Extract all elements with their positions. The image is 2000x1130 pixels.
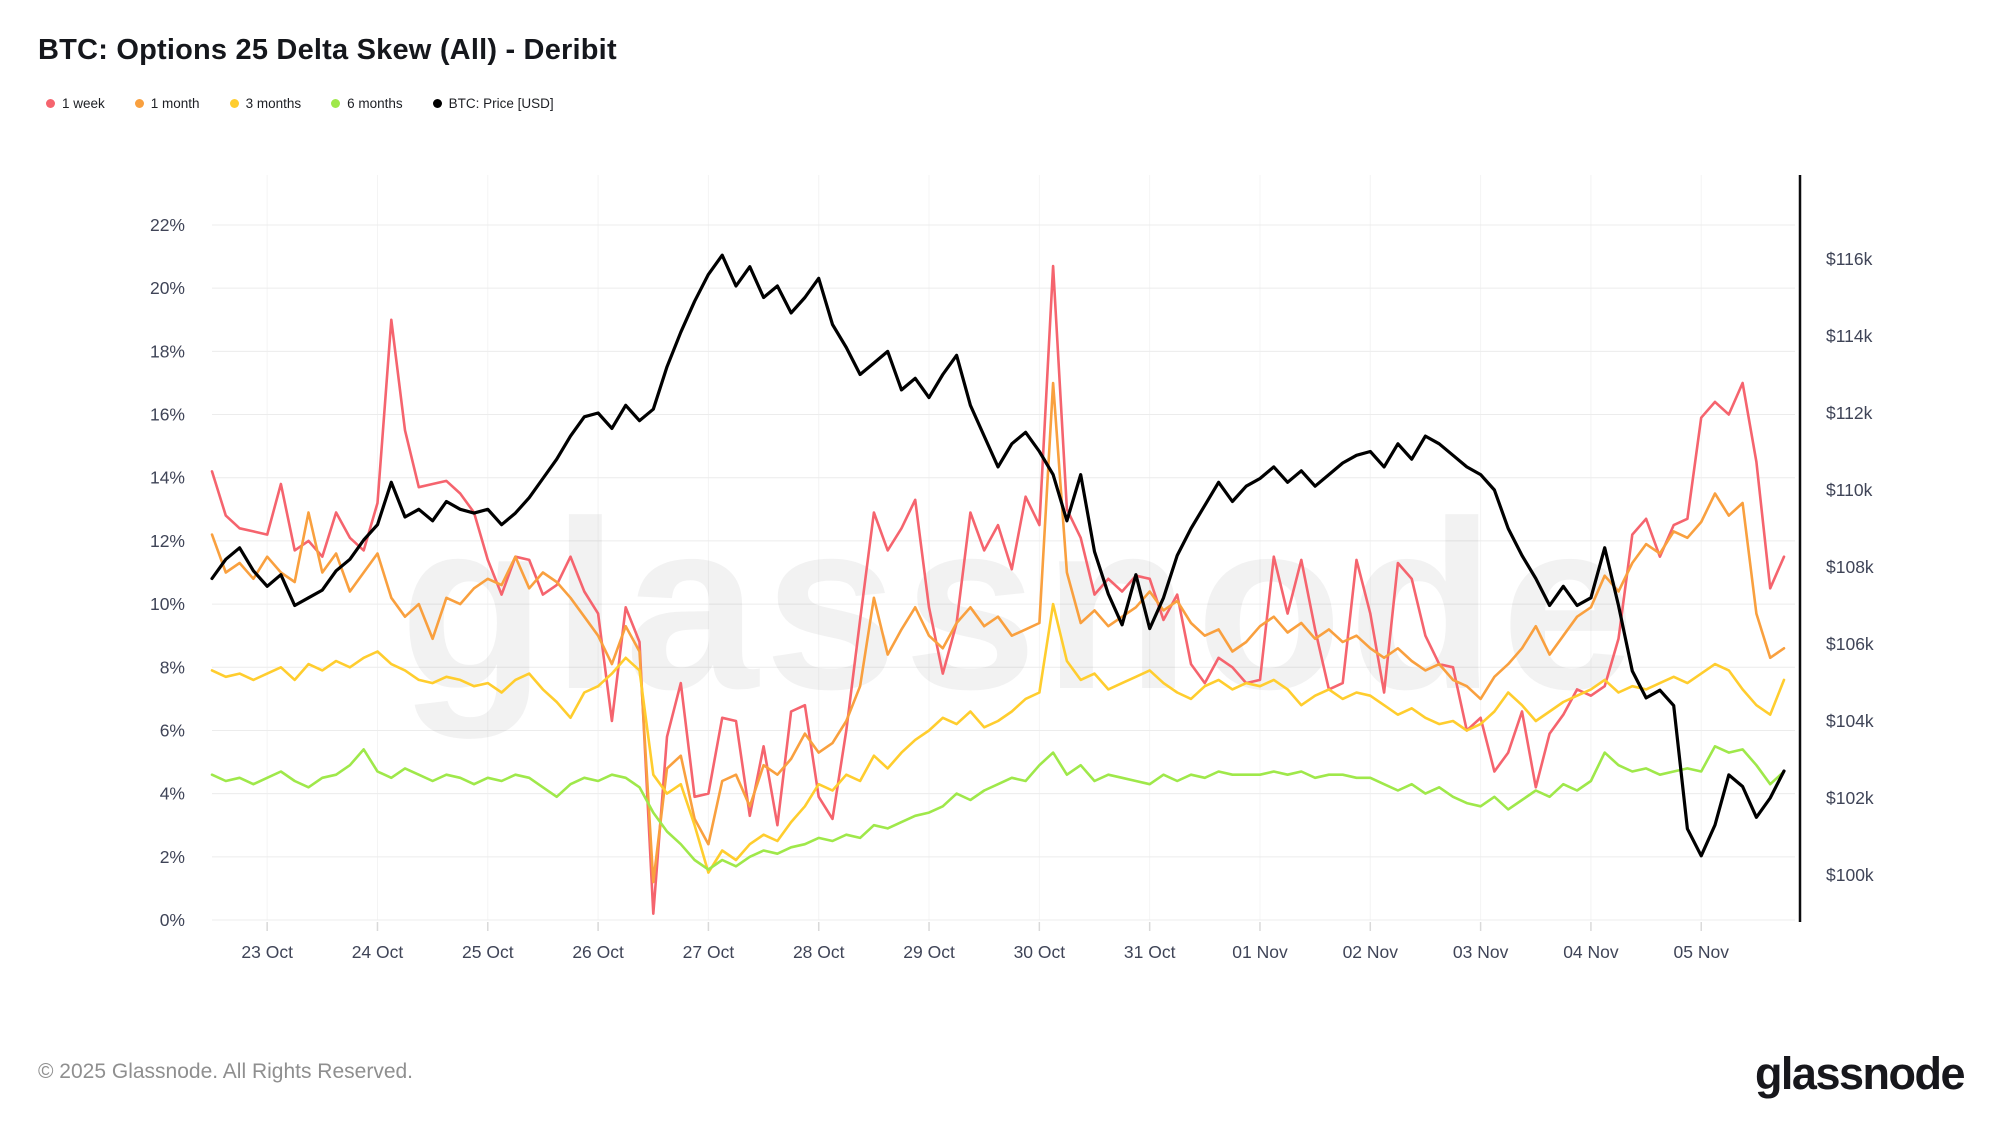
legend-label: 1 month [150, 96, 200, 111]
series-line-1-month [210, 381, 1786, 884]
legend-dot [46, 99, 55, 108]
legend-dot [432, 99, 442, 108]
x-tick-label: 26 Oct [572, 942, 624, 962]
copyright-text: © 2025 Glassnode. All Rights Reserved. [38, 1060, 414, 1083]
price-axis-label: $106k [1826, 634, 1874, 654]
skew-axis-label: 8% [160, 657, 185, 677]
x-tick-label: 25 Oct [462, 942, 514, 962]
skew-axis-label: 18% [150, 341, 185, 361]
legend-dot [134, 99, 144, 108]
skew-axis-label: 20% [150, 278, 185, 298]
x-tick-label: 24 Oct [352, 942, 404, 962]
legend-label: 6 months [347, 96, 403, 111]
price-axis-label: $112k [1826, 403, 1873, 423]
skew-axis-label: 2% [160, 847, 185, 867]
x-tick-label: 03 Nov [1453, 942, 1509, 962]
x-tick-label: 23 Oct [241, 942, 293, 962]
price-axis-label: $114k [1826, 326, 1873, 346]
glassnode-watermark: glassnode [400, 471, 1641, 739]
legend-dot [331, 99, 341, 108]
series-line-6-months [210, 744, 1786, 871]
skew-axis-label: 12% [150, 531, 185, 551]
skew-axis-label: 6% [160, 720, 185, 740]
glassnode-logo: glassnode [1754, 1048, 1966, 1099]
skew-axis-label: 4% [160, 784, 185, 804]
x-tick-label: 02 Nov [1343, 942, 1399, 962]
x-tick-label: 31 Oct [1124, 942, 1176, 962]
price-axis-label: $102k [1826, 788, 1874, 808]
price-axis-label: $116k [1826, 249, 1873, 269]
skew-axis-label: 22% [150, 215, 185, 235]
skew-axis-label: 14% [150, 468, 185, 488]
legend-item-btc-price-usd-[interactable]: BTC: Price [USD] [432, 96, 554, 111]
legend-label: 3 months [245, 96, 302, 111]
x-tick-label: 05 Nov [1674, 942, 1730, 962]
x-tick-label: 29 Oct [903, 942, 955, 962]
chart-legend: 1 week 1 month 3 months 6 months BTC: Price … [46, 96, 554, 111]
legend-dot [229, 99, 239, 108]
legend-item-6-months[interactable]: 6 months [331, 96, 403, 111]
skew-axis-label: 0% [160, 910, 185, 930]
x-tick-label: 04 Nov [1563, 942, 1619, 962]
legend-label: BTC: Price [USD] [448, 96, 554, 111]
legend-item-3-months[interactable]: 3 months [229, 96, 302, 111]
price-axis-label: $108k [1826, 557, 1874, 577]
x-tick-label: 01 Nov [1232, 942, 1288, 962]
price-axis-label: $100k [1826, 865, 1874, 885]
skew-axis-label: 10% [150, 594, 185, 614]
skew-axis-label: 16% [150, 405, 185, 425]
x-tick-label: 28 Oct [793, 942, 845, 962]
x-tick-label: 27 Oct [683, 942, 735, 962]
series-line-btc-price-usd- [210, 253, 1786, 858]
legend-label: 1 week [62, 96, 105, 111]
price-axis-label: $104k [1826, 711, 1874, 731]
legend-item-1-week[interactable]: 1 week [46, 96, 105, 111]
page-title: BTC: Options 25 Delta Skew (All) - Derib… [38, 34, 617, 66]
legend-item-1-month[interactable]: 1 month [134, 96, 200, 111]
price-axis-label: $110k [1826, 480, 1873, 500]
x-tick-label: 30 Oct [1014, 942, 1066, 962]
series-line-3-months [210, 602, 1786, 874]
